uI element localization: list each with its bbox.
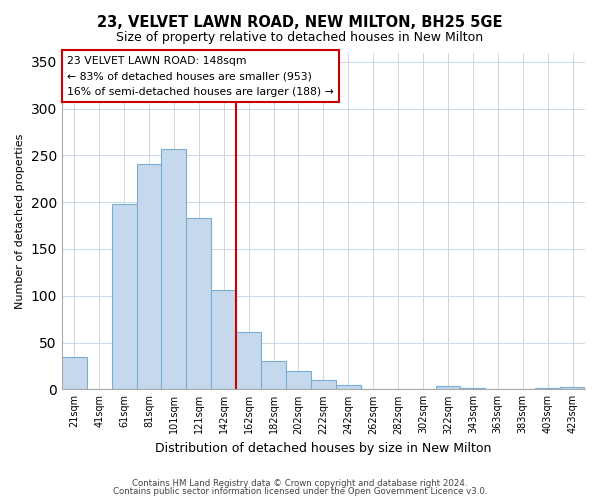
X-axis label: Distribution of detached houses by size in New Milton: Distribution of detached houses by size … (155, 442, 491, 455)
Text: Contains HM Land Registry data © Crown copyright and database right 2024.: Contains HM Land Registry data © Crown c… (132, 478, 468, 488)
Y-axis label: Number of detached properties: Number of detached properties (15, 133, 25, 308)
Bar (560, 388, 585, 390)
Bar (261, 361, 286, 390)
Bar (137, 164, 161, 390)
Bar (311, 380, 336, 390)
Bar (535, 388, 560, 390)
Bar (112, 204, 137, 390)
Text: 23, VELVET LAWN ROAD, NEW MILTON, BH25 5GE: 23, VELVET LAWN ROAD, NEW MILTON, BH25 5… (97, 15, 503, 30)
Bar (62, 356, 87, 390)
Bar (286, 370, 311, 390)
Bar (436, 386, 460, 390)
Bar (236, 332, 261, 390)
Bar (211, 290, 236, 390)
Bar (187, 218, 211, 390)
Text: Size of property relative to detached houses in New Milton: Size of property relative to detached ho… (116, 31, 484, 44)
Bar (460, 388, 485, 390)
Bar (336, 384, 361, 390)
Text: 23 VELVET LAWN ROAD: 148sqm
← 83% of detached houses are smaller (953)
16% of se: 23 VELVET LAWN ROAD: 148sqm ← 83% of det… (67, 56, 334, 97)
Bar (161, 149, 187, 390)
Text: Contains public sector information licensed under the Open Government Licence v3: Contains public sector information licen… (113, 487, 487, 496)
